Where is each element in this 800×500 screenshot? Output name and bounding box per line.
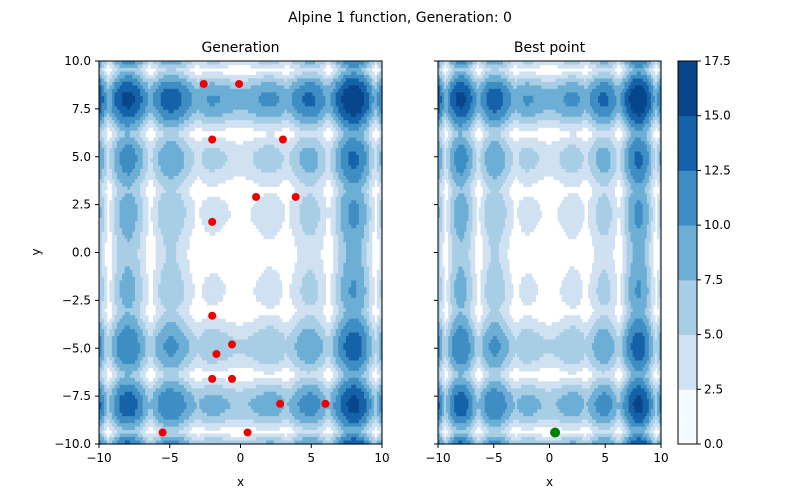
colorbar-band xyxy=(678,115,697,171)
colorbar-tick-label: 10.0 xyxy=(704,218,731,232)
x-tick-label: −10 xyxy=(86,451,111,465)
colorbar-band xyxy=(678,389,697,445)
x-tick-label: 5 xyxy=(307,451,315,465)
population-point xyxy=(212,349,221,358)
y-tick-label: 5.0 xyxy=(72,150,91,164)
plot-area-generation xyxy=(99,61,383,445)
population-point xyxy=(228,374,237,383)
population-point xyxy=(208,217,217,226)
x-tick-label: −5 xyxy=(161,451,179,465)
y-tick-label: −2.5 xyxy=(62,293,91,307)
colorbar-tick-label: 0.0 xyxy=(704,437,723,451)
x-tick-label: 0 xyxy=(546,451,554,465)
x-tick-label: −5 xyxy=(485,451,503,465)
y-tick-label: 7.5 xyxy=(72,102,91,116)
x-tick-label: 10 xyxy=(374,451,389,465)
axes-best-point: −10 −5 0 5 10 xyxy=(425,60,669,465)
population-point xyxy=(208,135,217,144)
population-point xyxy=(291,192,300,201)
x-axis-label-generation: x xyxy=(237,475,244,489)
x-axis-label-best-point: x xyxy=(546,475,553,489)
y-axis-label-generation: y xyxy=(29,248,43,255)
x-tick-label: −10 xyxy=(425,451,450,465)
figure-title: Alpine 1 function, Generation: 0 xyxy=(288,10,512,26)
colorbar-tick-label: 2.5 xyxy=(704,382,723,396)
panel-generation-title: Generation xyxy=(201,40,279,56)
population-point xyxy=(235,79,244,88)
colorbar-band xyxy=(678,279,697,336)
population-point xyxy=(228,340,237,349)
plot-area-best-point xyxy=(438,61,662,445)
panel-best-point-title: Best point xyxy=(514,40,586,56)
population-point xyxy=(199,79,208,88)
colorbar-band xyxy=(678,61,697,117)
y-tick-label: 2.5 xyxy=(72,198,91,212)
population-point xyxy=(321,399,330,408)
population-point xyxy=(252,192,261,201)
colorbar-tick-label: 15.0 xyxy=(704,109,731,123)
contour-field xyxy=(438,61,662,445)
panel-best-point: Best point −10 −5 0 5 10 x xyxy=(425,40,668,489)
colorbar-tick-label: 7.5 xyxy=(704,273,723,287)
population-point xyxy=(208,374,217,383)
colorbar-band xyxy=(678,225,697,281)
y-tick-label: 0.0 xyxy=(72,246,91,260)
colorbar-band xyxy=(678,334,697,390)
axes-generation: −10 −5 0 5 10 −10.0 −7.5 −5.0 −2.5 0.0 2.5 5.0 7.5 10… xyxy=(54,54,389,465)
y-tick-label: −7.5 xyxy=(62,389,91,403)
population-point xyxy=(208,311,217,320)
y-tick-label: 10.0 xyxy=(64,54,91,68)
y-tick-label: −10.0 xyxy=(54,437,91,451)
population-point xyxy=(243,428,252,437)
colorbar: 0.0 2.5 5.0 7.5 10.0 12.5 15.0 17.5 xyxy=(677,54,731,451)
x-tick-label: 10 xyxy=(653,451,668,465)
colorbar-tick-label: 5.0 xyxy=(704,328,723,342)
x-tick-label: 0 xyxy=(237,451,245,465)
colorbar-tick-label: 12.5 xyxy=(704,163,731,177)
y-tick-label: −5.0 xyxy=(62,341,91,355)
x-tick-label: 5 xyxy=(601,451,609,465)
population-point xyxy=(276,399,285,408)
population-point xyxy=(158,428,167,437)
panel-generation: Generation −10 −5 0 5 10 −10.0 −7.5 −5.0 −2.5 0.0… xyxy=(29,40,390,489)
population-point xyxy=(278,135,287,144)
colorbar-tick-label: 17.5 xyxy=(704,54,731,68)
colorbar-band xyxy=(678,170,697,226)
colorbar-frame xyxy=(677,60,698,445)
best-point-marker xyxy=(550,427,561,438)
contour-field xyxy=(99,61,383,445)
